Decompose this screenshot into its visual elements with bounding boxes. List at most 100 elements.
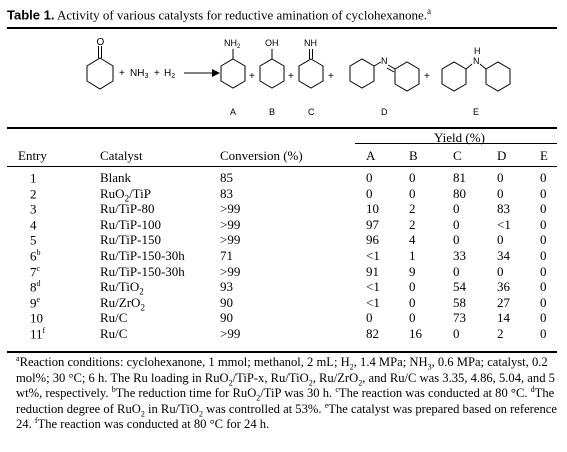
table-cell-cat: Ru/C <box>100 310 128 326</box>
header-rule <box>7 166 557 167</box>
plus-sign: + <box>424 71 430 82</box>
table-cell-c: 58 <box>453 294 466 310</box>
table-row: 5 Ru/TiP-150 >99 96 4 0 0 0 <box>0 232 567 248</box>
table-cell-b: 0 <box>409 310 416 326</box>
table-cell-entry: 10 <box>30 310 43 326</box>
product-label-c: C <box>308 107 315 117</box>
column-header-c: C <box>453 148 462 163</box>
amine-group-subscript: 2 <box>237 44 241 50</box>
table-cell-a: 97 <box>366 216 379 232</box>
table-row: 9e Ru/ZrO2 90 <1 0 58 27 0 <box>0 294 567 313</box>
table-cell-c: 0 <box>453 216 460 232</box>
table-cell-a: 0 <box>366 170 373 185</box>
table-cell-b: 0 <box>409 279 416 295</box>
table-cell-b: 0 <box>409 170 416 185</box>
table-cell-entry: 11f <box>30 326 46 342</box>
table-cell-a: 10 <box>366 201 379 217</box>
table-cell-conv: >99 <box>220 326 241 341</box>
hydroxyl-group-label: OH <box>265 38 279 48</box>
cyclohexanone-structure: O <box>86 37 114 90</box>
table-cell-b: 9 <box>409 263 416 279</box>
product-a-structure: NH2 <box>220 38 246 89</box>
table-cell-c: 81 <box>453 170 466 185</box>
table-cell-conv: 90 <box>220 294 233 310</box>
bottom-rule <box>7 351 557 353</box>
table-cell-entry: 9e <box>30 294 41 311</box>
table-cell-a: 82 <box>366 326 379 341</box>
table-cell-e: 0 <box>540 216 547 232</box>
yield-header: Yield (%) <box>434 130 485 145</box>
plus-sign: + <box>328 71 334 82</box>
hydrogen-subscript: 2 <box>171 73 175 80</box>
caption-text: Activity of various catalysts for reduct… <box>54 7 428 23</box>
table-cell-entry: 7c <box>30 263 41 279</box>
table-cell-cat: Ru/ZrO2 <box>100 294 145 313</box>
product-b-structure: OH <box>259 38 285 89</box>
table-cell-a: 96 <box>366 232 379 248</box>
table-cell-d: <1 <box>497 216 511 232</box>
table-cell-entry: 2 <box>30 185 37 201</box>
table-cell-e: 0 <box>540 185 547 201</box>
plus-sign: + <box>288 71 294 82</box>
table-cell-entry: 5 <box>30 232 37 248</box>
column-header-entry: Entry <box>18 148 47 163</box>
table-cell-b: 2 <box>409 201 416 217</box>
table-cell-d: 0 <box>497 170 504 185</box>
table-cell-d: 0 <box>497 232 504 248</box>
plus-sign: + <box>154 68 160 79</box>
table-cell-conv: >99 <box>220 232 241 248</box>
table-cell-entry: 8d <box>30 279 41 295</box>
table-cell-d: 14 <box>497 310 510 326</box>
table-cell-d: 83 <box>497 201 510 217</box>
table-cell-conv: 83 <box>220 185 233 201</box>
table-cell-conv: >99 <box>220 263 241 279</box>
amine-hydrogen-label: H <box>474 46 481 56</box>
table-cell-e: 0 <box>540 170 547 185</box>
table-cell-a: <1 <box>366 279 380 295</box>
svg-text:NH3: NH3 <box>130 68 148 80</box>
table-cell-c: 0 <box>453 232 460 248</box>
table-cell-d: 27 <box>497 294 510 310</box>
product-label-a: A <box>230 107 236 117</box>
table-cell-a: 0 <box>366 185 373 201</box>
table-cell-a: 91 <box>366 263 379 279</box>
table-cell-c: 0 <box>453 263 460 279</box>
table-label: Table 1. <box>7 7 55 23</box>
table-cell-e: 0 <box>540 248 547 263</box>
table-cell-conv: 85 <box>220 170 233 185</box>
column-header-a: A <box>366 148 376 163</box>
table-cell-b: 4 <box>409 232 416 248</box>
footnote-f-text: The reaction was conducted at 80 °C for … <box>37 417 270 431</box>
footnote-mark-c: c <box>335 384 339 394</box>
table-cell-a: 0 <box>366 310 373 326</box>
imine-group-label: NH <box>304 38 317 48</box>
table-cell-conv: 71 <box>220 248 233 263</box>
footnote-mark-f: f <box>34 415 38 425</box>
table-cell-c: 0 <box>453 201 460 217</box>
column-header-conversion: Conversion (%) <box>220 148 303 163</box>
table-row: 11f Ru/C >99 82 16 0 2 0 <box>0 326 567 342</box>
table-cell-entry: 6b <box>30 248 41 264</box>
table-cell-e: 0 <box>540 310 547 326</box>
table-cell-e: 0 <box>540 279 547 295</box>
table-cell-c: 80 <box>453 185 466 201</box>
table-cell-b: 0 <box>409 185 416 201</box>
table-cell-cat: Ru/TiP-80 <box>100 201 155 217</box>
footnote-mark-e: e <box>324 400 329 410</box>
product-label-d: D <box>381 107 388 117</box>
table-row: 8d Ru/TiO2 93 <1 0 54 36 0 <box>0 279 567 297</box>
svg-text:NH2: NH2 <box>224 38 241 50</box>
table-cell-d: 2 <box>497 326 504 341</box>
table-cell-entry: 3 <box>30 201 37 217</box>
table-row: 2 RuO2/TiP 83 0 0 80 0 0 <box>0 185 567 204</box>
table-cell-cat: RuO2/TiP <box>100 185 151 204</box>
table-cell-cat: Ru/TiP-150-30h <box>100 263 185 279</box>
product-label-e: E <box>473 107 479 117</box>
footnote-e-text: The catalyst was prepared based on refer… <box>16 401 557 432</box>
table-row: 7c Ru/TiP-150-30h >99 91 9 0 0 0 <box>0 263 567 279</box>
product-d-structure: N <box>349 56 420 92</box>
svg-text:H2: H2 <box>164 68 175 80</box>
column-header-d: D <box>497 148 507 163</box>
amine-nitrogen-label: N <box>473 56 480 66</box>
footnote-mark-b: b <box>111 384 116 394</box>
